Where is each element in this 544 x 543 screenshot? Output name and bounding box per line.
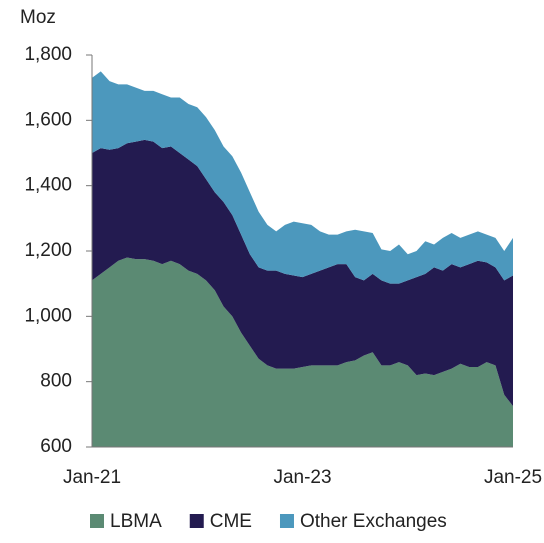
legend-label: LBMA [110,511,162,532]
legend-swatch [189,514,204,528]
y-tick-label: 1,800 [24,44,72,65]
y-tick-label: 1,600 [24,109,72,130]
area [92,71,513,284]
y-tick-label: 600 [40,436,72,457]
legend-swatch [279,514,294,528]
y-tick-label: 800 [40,371,72,392]
area [92,257,513,447]
legend-label: CME [210,511,252,532]
x-tick-label: Jan-23 [273,467,331,488]
legend-swatch [90,514,104,528]
x-tick-label: Jan-25 [484,467,542,488]
y-tick-label: 1,000 [24,305,72,326]
legend-label: Other Exchanges [300,511,447,532]
y-unit: Moz [20,7,56,28]
area [92,139,513,407]
y-tick-label: 1,400 [24,175,72,196]
y-tick-label: 1,200 [24,240,72,261]
x-tick-label: Jan-21 [63,467,121,488]
